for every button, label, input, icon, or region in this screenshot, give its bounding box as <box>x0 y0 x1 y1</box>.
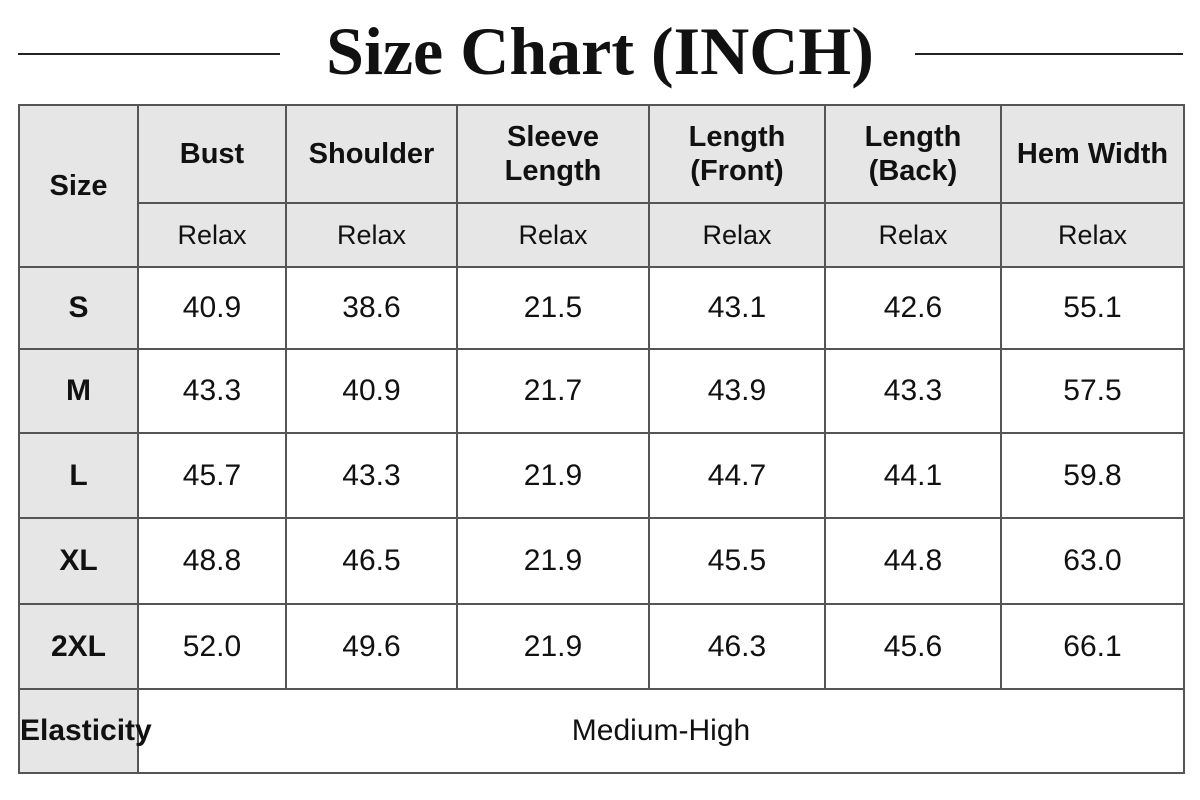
size-header: Size <box>18 104 139 268</box>
fit-cell: Relax <box>456 202 650 268</box>
column-header: Length (Front) <box>648 104 826 204</box>
title: Size Chart (INCH) <box>326 13 874 89</box>
value-cell: 43.3 <box>824 348 1002 434</box>
header-line: Hem Width <box>1016 138 1169 170</box>
size-cell: S <box>18 266 139 350</box>
value-cell: 57.5 <box>1000 348 1185 434</box>
value-cell: 55.1 <box>1000 266 1185 350</box>
value-cell: 46.3 <box>648 603 826 690</box>
value-cell: 43.3 <box>137 348 287 434</box>
value-cell: 43.1 <box>648 266 826 350</box>
size-table: Size Bust Shoulder Sleeve Length Length (Front… <box>18 104 1185 774</box>
value-cell: 46.5 <box>285 517 458 605</box>
size-row: L 45.7 43.3 21.9 44.7 44.1 59.8 <box>18 432 1185 519</box>
fit-cell: Relax <box>285 202 458 268</box>
value-cell: 63.0 <box>1000 517 1185 605</box>
fit-cell: Relax <box>137 202 287 268</box>
header-line: Length <box>504 155 602 187</box>
header-line: Shoulder <box>308 138 435 170</box>
column-header: Hem Width <box>1000 104 1185 204</box>
size-cell: 2XL <box>18 603 139 690</box>
size-cell: L <box>18 432 139 519</box>
header-row: Size Bust Shoulder Sleeve Length Length (Front… <box>18 104 1185 268</box>
value-cell: 42.6 <box>824 266 1002 350</box>
value-cell: 48.8 <box>137 517 287 605</box>
value-cell: 66.1 <box>1000 603 1185 690</box>
value-cell: 45.7 <box>137 432 287 519</box>
footer-row: Elasticity Medium-High <box>18 688 1185 774</box>
title-rule <box>18 53 280 55</box>
value-cell: 44.8 <box>824 517 1002 605</box>
value-cell: 59.8 <box>1000 432 1185 519</box>
value-cell: 45.6 <box>824 603 1002 690</box>
fit-cell: Relax <box>824 202 1002 268</box>
fit-cell: Relax <box>1000 202 1185 268</box>
value-cell: 21.7 <box>456 348 650 434</box>
column-header: Shoulder <box>285 104 458 204</box>
size-row: 2XL 52.0 49.6 21.9 46.3 45.6 66.1 <box>18 603 1185 690</box>
value-cell: 44.1 <box>824 432 1002 519</box>
fit-cell: Relax <box>648 202 826 268</box>
value-cell: 45.5 <box>648 517 826 605</box>
title-rule <box>915 53 1183 55</box>
value-cell: 49.6 <box>285 603 458 690</box>
header-line: Sleeve <box>507 121 599 153</box>
header-line: Length <box>688 121 786 153</box>
header-line: (Front) <box>690 155 784 187</box>
value-cell: 43.3 <box>285 432 458 519</box>
footer-label: Elasticity <box>18 688 152 774</box>
size-row: S 40.9 38.6 21.5 43.1 42.6 55.1 <box>18 266 1185 350</box>
header-line: (Back) <box>868 155 958 187</box>
header-line: Bust <box>179 138 245 170</box>
value-cell: 38.6 <box>285 266 458 350</box>
value-cell: 40.9 <box>137 266 287 350</box>
value-cell: 21.9 <box>456 432 650 519</box>
value-cell: 21.9 <box>456 603 650 690</box>
fit-row: Relax Relax Relax Relax Relax Relax <box>19 202 1185 268</box>
size-cell: M <box>18 348 139 434</box>
header-line: Length <box>864 121 962 153</box>
size-row: M 43.3 40.9 21.7 43.9 43.3 57.5 <box>18 348 1185 434</box>
value-cell: 43.9 <box>648 348 826 434</box>
footer-value: Medium-High <box>137 688 1185 774</box>
size-cell: XL <box>18 517 139 605</box>
value-cell: 44.7 <box>648 432 826 519</box>
size-row: XL 48.8 46.5 21.9 45.5 44.8 63.0 <box>18 517 1185 605</box>
column-header: Sleeve Length <box>456 104 650 204</box>
value-cell: 21.9 <box>456 517 650 605</box>
value-cell: 52.0 <box>137 603 287 690</box>
value-cell: 40.9 <box>285 348 458 434</box>
column-header: Length (Back) <box>824 104 1002 204</box>
column-header: Bust <box>137 104 287 204</box>
value-cell: 21.5 <box>456 266 650 350</box>
